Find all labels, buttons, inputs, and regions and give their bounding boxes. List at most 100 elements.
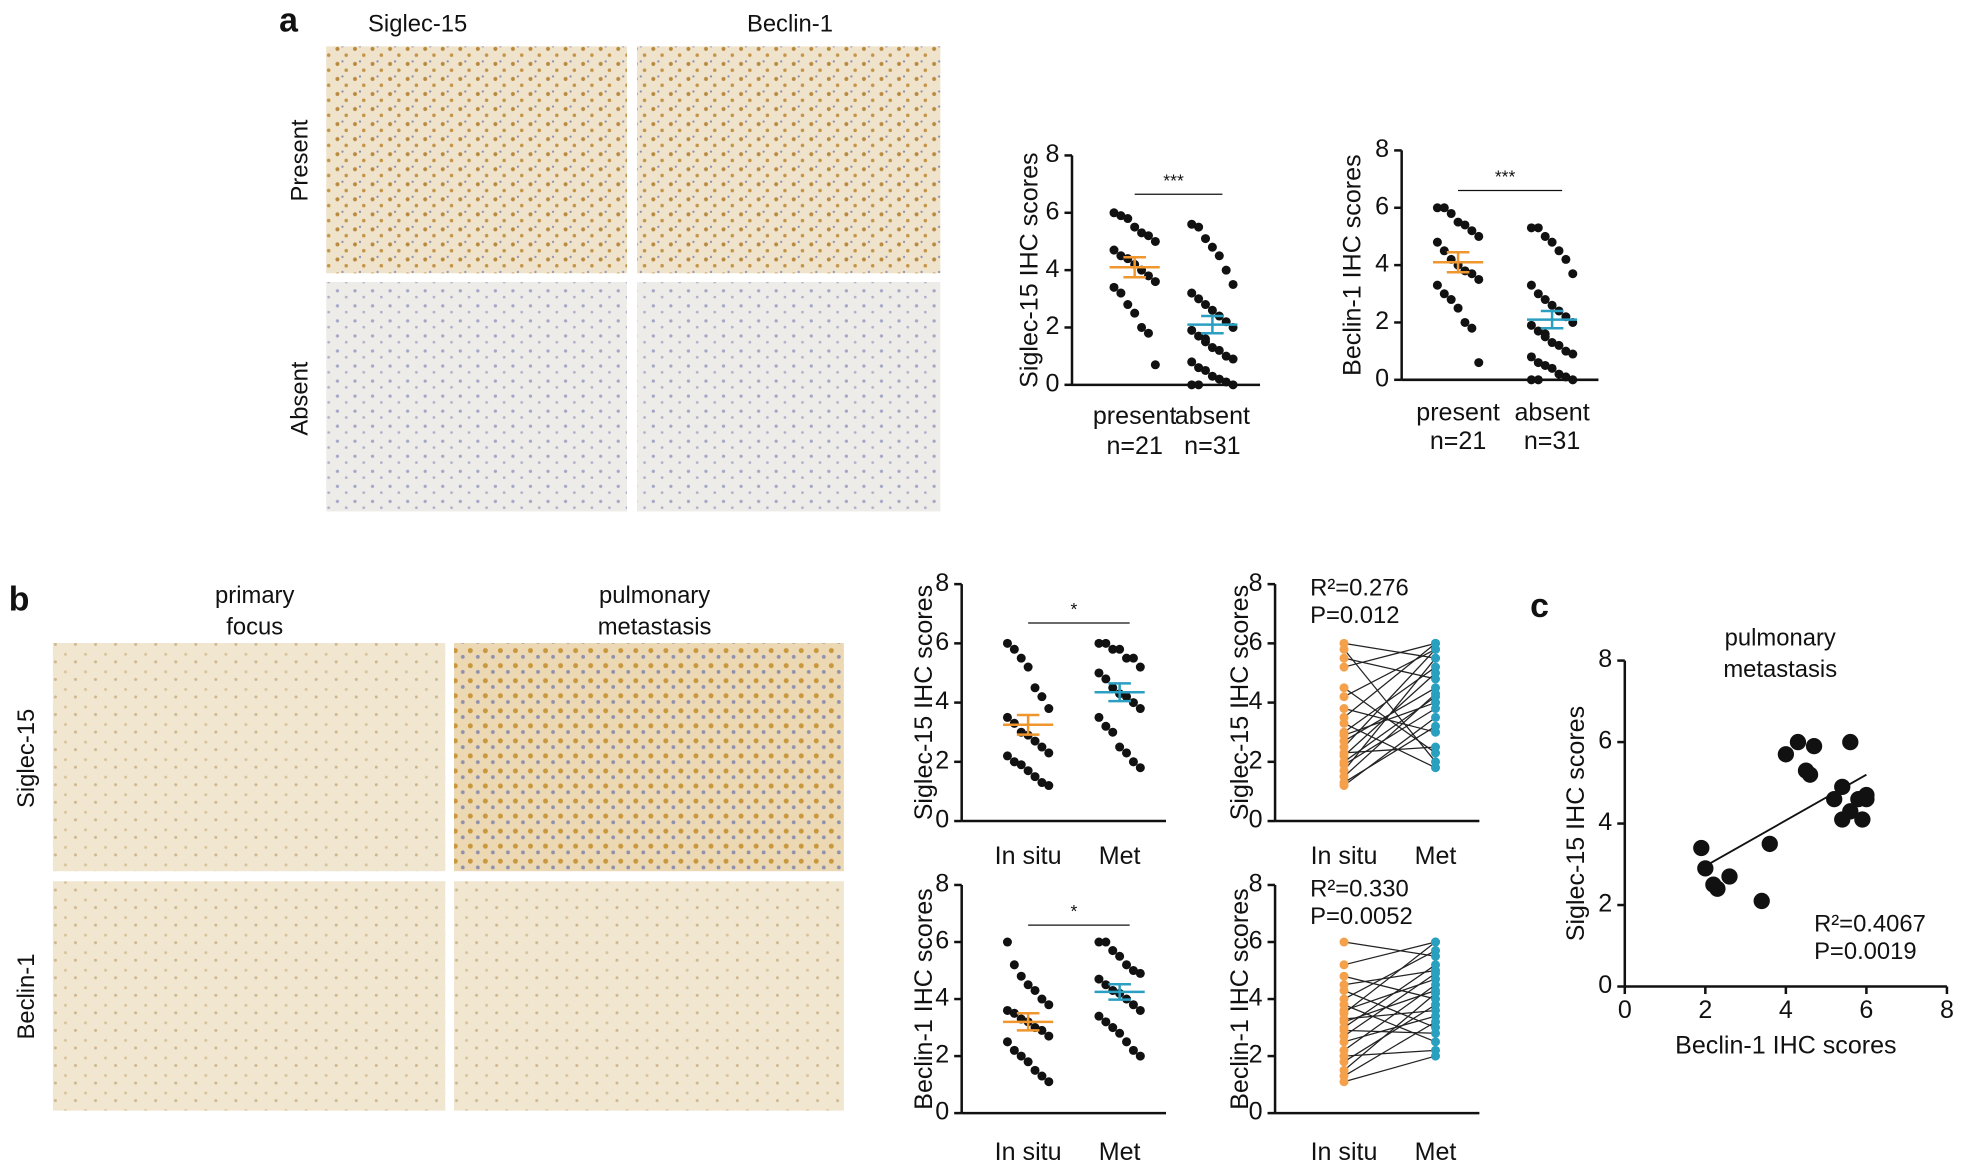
data-point — [1123, 214, 1133, 224]
data-point — [1431, 721, 1441, 731]
data-point — [1143, 328, 1153, 338]
data-point — [1221, 265, 1231, 275]
data-point — [1101, 674, 1111, 684]
y-axis-label: Siglec-15 IHC scores — [1226, 585, 1254, 820]
data-point — [1709, 880, 1726, 897]
data-point — [1116, 251, 1126, 261]
data-point — [1214, 374, 1224, 384]
histology-image — [637, 282, 941, 512]
group-size: n=31 — [1184, 432, 1240, 460]
y-tick-label: 6 — [1598, 727, 1612, 755]
data-point — [1842, 803, 1859, 820]
data-point — [1101, 980, 1111, 990]
data-point — [1030, 683, 1040, 693]
y-tick-label: 2 — [1249, 746, 1263, 774]
pair-line — [1343, 950, 1436, 1000]
data-point — [1339, 1077, 1349, 1087]
data-point — [1446, 295, 1456, 305]
data-point — [1339, 1037, 1349, 1047]
data-point — [1474, 231, 1484, 241]
data-point — [1540, 231, 1550, 241]
data-point — [1122, 692, 1132, 702]
data-point — [1431, 689, 1441, 699]
y-tick-label: 8 — [1046, 140, 1060, 168]
y-tick-label: 4 — [1046, 255, 1060, 283]
data-point — [1693, 839, 1710, 857]
data-point — [1431, 712, 1441, 722]
data-point — [1044, 704, 1054, 714]
data-point — [1547, 237, 1557, 247]
histology-image — [326, 46, 628, 274]
data-point — [1002, 638, 1012, 648]
data-point — [1143, 231, 1153, 241]
y-tick-label: 4 — [1249, 984, 1263, 1012]
data-point — [1130, 222, 1140, 232]
pair-line — [1343, 1049, 1436, 1057]
annotation: R²=0.276 — [1310, 574, 1409, 601]
data-point — [1135, 763, 1145, 773]
data-point — [1339, 692, 1349, 702]
significance-label: * — [1070, 901, 1077, 921]
row-label: Absent — [286, 361, 313, 435]
data-point — [1801, 766, 1819, 783]
data-point — [1115, 951, 1125, 961]
data-point — [1016, 1051, 1026, 1061]
data-point — [1037, 994, 1047, 1004]
data-point — [1044, 1000, 1054, 1010]
y-axis-label: Siglec-15 IHC scores — [910, 585, 938, 820]
y-tick-label: 4 — [1598, 808, 1612, 836]
data-point — [1460, 317, 1470, 327]
x-tick-label: Met — [1415, 842, 1457, 870]
data-point — [1002, 751, 1012, 761]
data-point — [1123, 254, 1133, 264]
data-point — [1115, 1028, 1125, 1038]
data-point — [1339, 780, 1349, 791]
data-point — [1044, 1077, 1054, 1087]
data-point — [1108, 644, 1118, 654]
data-point — [1467, 226, 1477, 236]
data-point — [1123, 300, 1133, 310]
data-point — [1044, 780, 1054, 791]
significance-label: *** — [1163, 170, 1184, 190]
data-point — [1467, 269, 1477, 279]
y-tick-label: 8 — [935, 569, 949, 597]
y-tick-label: 8 — [1375, 135, 1389, 163]
data-point — [1187, 288, 1197, 298]
row-label: Beclin-1 — [13, 954, 40, 1040]
data-point — [1526, 223, 1536, 233]
data-point — [1474, 274, 1484, 284]
data-point — [1526, 320, 1536, 330]
data-point — [1207, 371, 1217, 381]
data-point — [1023, 766, 1033, 776]
y-tick-label: 8 — [1249, 569, 1263, 597]
y-tick-label: 6 — [1249, 927, 1263, 955]
data-point — [1016, 971, 1026, 981]
data-point — [1547, 363, 1557, 373]
y-tick-label: 4 — [935, 984, 949, 1012]
y-tick-label: 6 — [1249, 628, 1263, 656]
y-tick-label: 2 — [1375, 307, 1389, 335]
data-point — [1094, 974, 1104, 984]
row-label: Siglec-15 — [13, 709, 40, 808]
x-tick-label: 2 — [1698, 996, 1712, 1024]
y-tick-label: 0 — [1375, 364, 1389, 392]
x-tick-label: In situ — [995, 1138, 1062, 1162]
data-point — [1526, 375, 1536, 385]
data-point — [1200, 300, 1211, 310]
data-point — [1453, 217, 1463, 227]
panel-label: c — [1530, 587, 1549, 625]
annotation: P=0.012 — [1310, 602, 1399, 629]
y-tick-label: 6 — [1375, 192, 1389, 220]
annotation: R²=0.330 — [1310, 875, 1409, 902]
data-point — [1002, 937, 1012, 947]
data-point — [1030, 1065, 1040, 1075]
data-point — [1101, 638, 1111, 648]
data-point — [1547, 338, 1557, 348]
x-axis-label: Beclin-1 IHC scores — [1675, 1031, 1896, 1059]
data-point — [1016, 653, 1026, 663]
data-point — [1128, 966, 1138, 976]
data-point — [1339, 653, 1349, 663]
data-point — [1109, 282, 1119, 292]
histology-image — [637, 46, 941, 274]
y-tick-label: 8 — [1598, 645, 1612, 673]
